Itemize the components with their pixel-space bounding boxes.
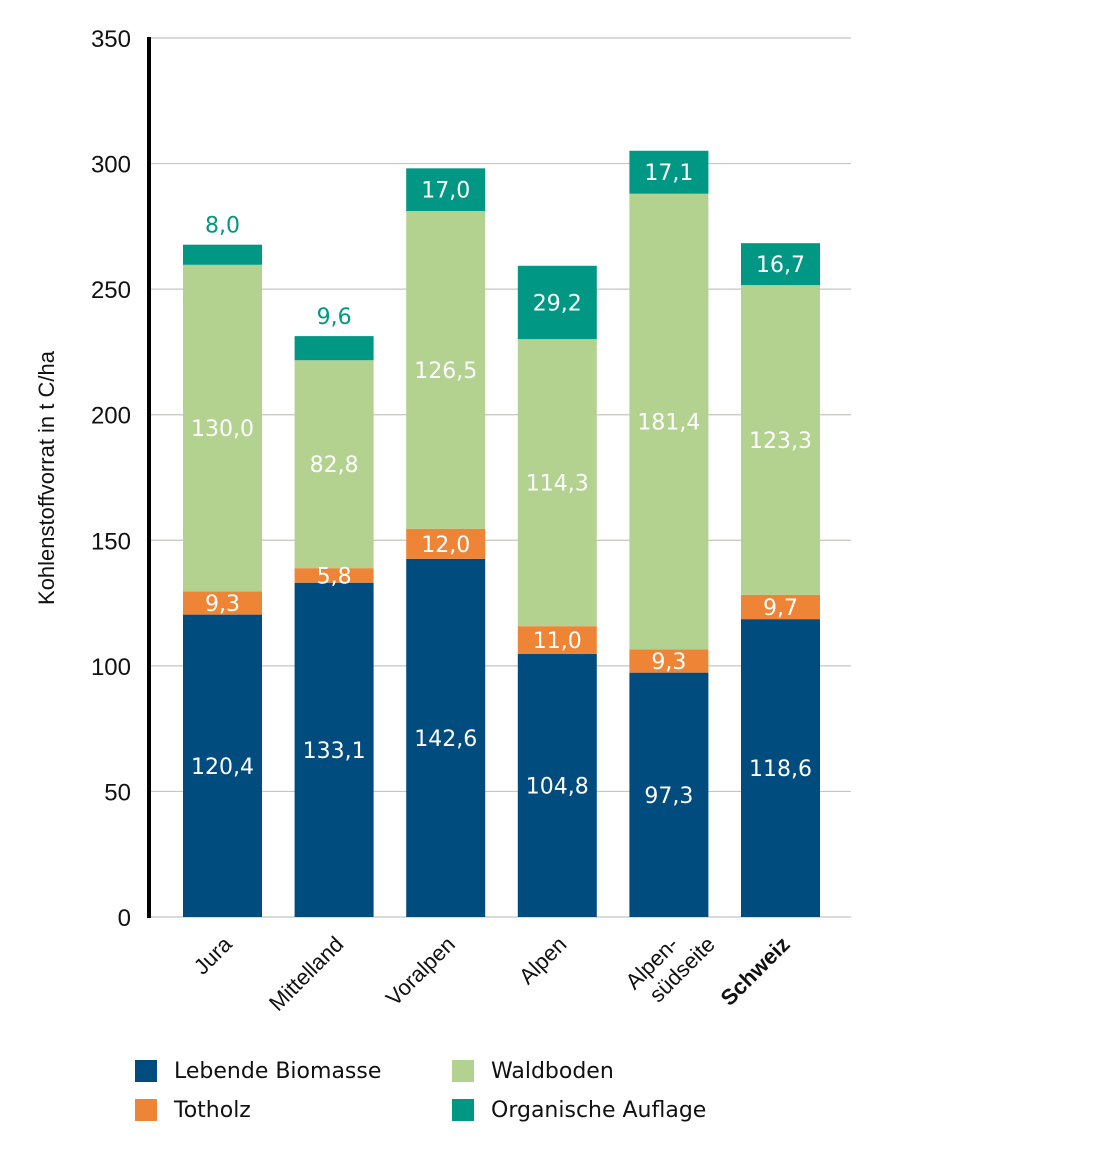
y-axis-label: Kohlenstoffvorrat in t C/ha: [34, 350, 59, 605]
bar-segment-waldboden: [294, 360, 374, 569]
legend-label: Waldboden: [491, 1058, 614, 1084]
x-category-label: Mittelland: [264, 932, 348, 1016]
bar-segment-lebende-biomasse: [294, 582, 374, 917]
data-label: 29,2: [533, 291, 582, 316]
bar-segment-waldboden: [183, 264, 262, 592]
legend-item: Waldboden: [452, 1058, 752, 1084]
legend: Lebende Biomasse Waldboden Totholz Organ…: [135, 1058, 775, 1123]
data-label: 114,3: [526, 472, 589, 497]
bar-segment-waldboden: [741, 285, 820, 595]
data-label: 16,7: [756, 253, 805, 278]
y-tick-label: 300: [91, 152, 131, 179]
bars: [183, 150, 820, 917]
bar-segment-totholz: [406, 528, 486, 559]
bar-segment-lebende-biomasse: [406, 558, 486, 917]
bar-segment-organische-auflage: [406, 168, 486, 212]
data-label: 133,1: [303, 739, 366, 764]
legend-label: Organische Auflage: [491, 1097, 707, 1123]
legend-item: Totholz: [135, 1097, 452, 1123]
x-category-label: Jura: [189, 931, 237, 979]
data-label: 9,3: [651, 650, 686, 675]
bar-segment-waldboden: [406, 211, 486, 529]
y-tick-label: 200: [91, 403, 131, 430]
data-label: 123,3: [749, 429, 812, 454]
y-axis-ticks: 0 50 100 150 200 250 300 350: [91, 26, 131, 932]
bar-segment-organische-auflage: [517, 265, 597, 340]
bar-segment-lebende-biomasse: [629, 672, 709, 917]
data-label: 17,1: [644, 161, 693, 186]
bar-segment-lebende-biomasse: [183, 614, 262, 917]
data-label: 12,0: [421, 533, 470, 558]
y-tick-label: 250: [91, 277, 131, 304]
data-label: 120,4: [191, 755, 254, 780]
data-label: 97,3: [644, 784, 693, 809]
data-label: 8,0: [205, 214, 240, 239]
legend-swatch-organische-auflage: [452, 1099, 474, 1121]
x-category-label: Voralpen: [381, 932, 460, 1011]
y-tick-label: 150: [91, 528, 131, 555]
x-category-label: Alpen: [514, 932, 571, 989]
data-label: 126,5: [414, 359, 477, 384]
data-label: 130,0: [191, 417, 254, 442]
x-category-label-line: Schweiz: [716, 932, 795, 1011]
data-label: 181,4: [637, 410, 700, 435]
gridlines: [151, 37, 851, 918]
data-labels: 120,4 9,3 130,0 8,0 133,1 5,8 82,8 9,6 142,6 12,0…: [191, 161, 812, 809]
y-tick-label: 50: [104, 779, 131, 806]
bar-segment-organische-auflage: [741, 243, 820, 286]
legend-label: Lebende Biomasse: [174, 1058, 382, 1084]
data-label: 11,0: [533, 629, 582, 654]
legend-swatch-totholz: [135, 1099, 157, 1121]
x-category-label: Alpen-südseite: [620, 932, 719, 1008]
bar-segment-lebende-biomasse: [741, 619, 820, 917]
bar-segment-waldboden: [517, 339, 597, 627]
bar-segment-waldboden: [629, 193, 709, 650]
x-axis-categories: Jura Mittelland Voralpen Alpen Alpen-südseit…: [189, 931, 795, 1016]
legend-item: Organische Auflage: [452, 1097, 752, 1123]
legend-label: Totholz: [174, 1097, 251, 1123]
data-label: 9,3: [205, 592, 240, 617]
y-tick-label: 0: [118, 905, 131, 932]
bar-segment-totholz: [517, 626, 597, 654]
data-label: 9,7: [763, 596, 798, 621]
stacked-bar-chart: 0 50 100 150 200 250 300 350 120,4 9,3 130,0 8,0 13…: [34, 26, 851, 1016]
bar-segment-totholz: [629, 649, 709, 673]
bar-segment-lebende-biomasse: [517, 653, 597, 917]
y-tick-label: 350: [91, 26, 131, 53]
x-category-label-line: Alpen: [514, 932, 571, 989]
bar-segment-organische-auflage: [183, 244, 262, 265]
x-category-label-line: Mittelland: [264, 932, 348, 1016]
legend-item: Lebende Biomasse: [135, 1058, 452, 1084]
data-label: 9,6: [317, 305, 352, 330]
y-tick-label: 100: [91, 654, 131, 681]
bar-segment-totholz: [741, 594, 820, 620]
bar-segment-organische-auflage: [294, 336, 374, 361]
bar-segment-organische-auflage: [629, 150, 709, 194]
data-label: 17,0: [421, 179, 470, 204]
legend-swatch-lebende-biomasse: [135, 1060, 157, 1082]
data-label: 104,8: [526, 774, 589, 799]
x-category-label-line: Voralpen: [381, 932, 460, 1011]
data-label: 5,8: [317, 564, 352, 589]
data-label: 82,8: [310, 453, 359, 478]
bar-segment-totholz: [183, 591, 262, 615]
data-label: 118,6: [749, 757, 812, 782]
x-category-label: Schweiz: [716, 932, 795, 1011]
x-category-label-line: Jura: [189, 931, 237, 979]
data-label: 142,6: [414, 727, 477, 752]
legend-swatch-waldboden: [452, 1060, 474, 1082]
bar-segment-totholz: [294, 568, 374, 583]
